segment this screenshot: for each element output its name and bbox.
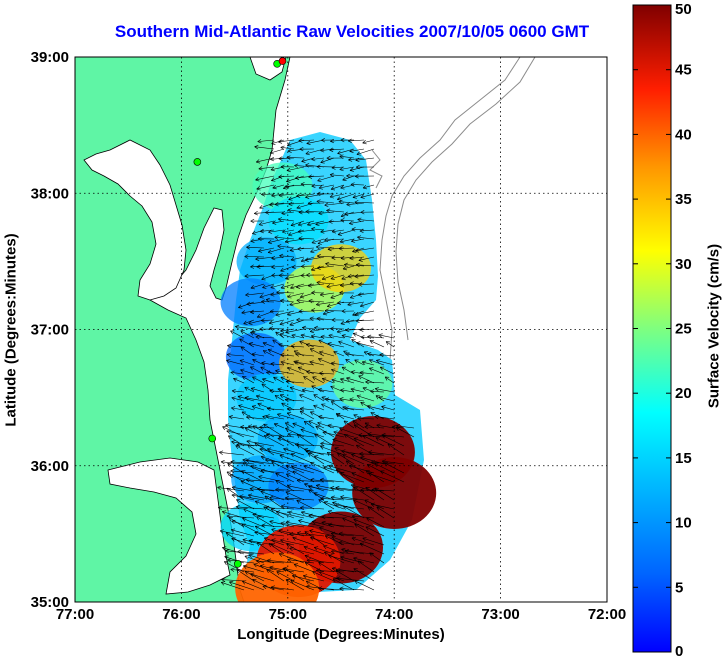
x-tick-label: 76:00 [162,606,200,623]
colorbar-tick-label: 5 [675,579,683,596]
radar-site-marker [194,158,201,165]
radar-site-marker [234,560,241,567]
velocity-region [221,278,281,326]
colorbar-tick-label: 30 [675,256,692,273]
colorbar-tick-label: 25 [675,321,692,338]
colorbar-tick-label: 20 [675,385,692,402]
colorbar-tick-label: 0 [675,643,683,659]
y-tick-label: 36:00 [31,458,69,475]
colorbar-tick-label: 35 [675,191,692,208]
x-tick-label: 75:00 [269,606,307,623]
colorbar-tick-label: 45 [675,62,692,79]
y-tick-label: 38:00 [31,185,69,202]
x-tick-label: 72:00 [588,606,626,623]
x-tick-label: 73:00 [481,606,519,623]
y-axis-label: Latitude (Degrees:Minutes) [3,233,20,426]
y-tick-label: 35:00 [31,594,69,611]
y-tick-label: 37:00 [31,322,69,339]
colorbar-tick-label: 50 [675,1,692,18]
colorbar-tick-label: 10 [675,515,692,532]
y-tick-label: 39:00 [31,49,69,66]
y-axis-ticks: 35:00 36:00 37:00 38:00 39:00 [31,49,69,611]
x-tick-label: 74:00 [375,606,413,623]
chart-title: Southern Mid-Atlantic Raw Velocities 200… [62,22,642,42]
x-axis-label: Longitude (Degrees:Minutes) [75,626,607,643]
colorbar [633,5,671,652]
colorbar-label: Surface Velocity (cm/s) [706,244,723,408]
colorbar-tick-label: 40 [675,126,692,143]
radar-site-marker [279,58,286,65]
colorbar-tick-label: 15 [675,450,692,467]
radar-site-marker [209,435,216,442]
